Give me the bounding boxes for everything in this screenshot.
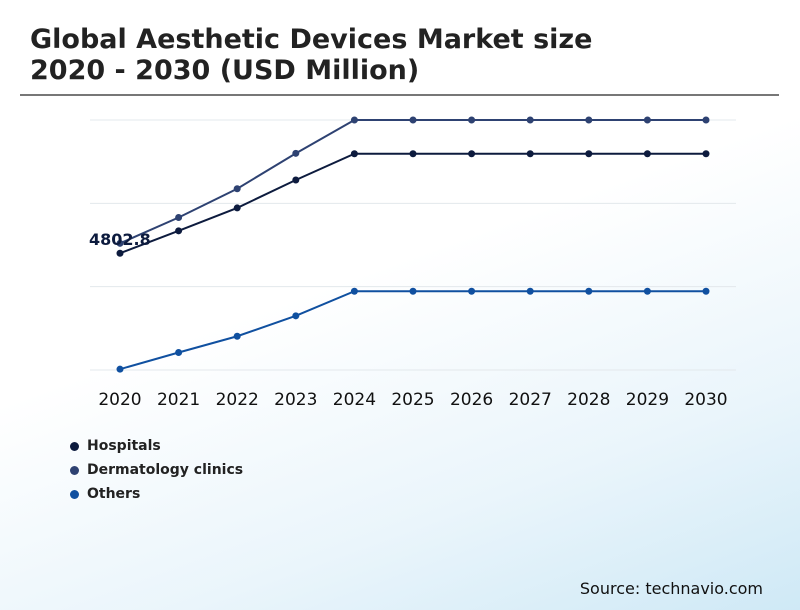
legend: Hospitals Dermatology clinics Others xyxy=(70,434,243,506)
data-point-others-2027 xyxy=(526,287,534,295)
data-point-dermatology-clinics-2028 xyxy=(585,116,593,124)
x-tick-label-2020: 2020 xyxy=(98,390,141,410)
data-point-hospitals-2023 xyxy=(292,176,300,184)
data-point-hospitals-2020 xyxy=(116,249,124,257)
legend-dot-hospitals xyxy=(70,441,79,451)
data-label-0: 4802.8 xyxy=(89,230,151,249)
title-line-1: Global Aesthetic Devices Market size xyxy=(30,24,593,55)
x-tick-label-2027: 2027 xyxy=(509,390,552,410)
legend-label-others: Others xyxy=(87,486,141,502)
data-point-hospitals-2021 xyxy=(175,227,183,235)
data-point-dermatology-clinics-2026 xyxy=(468,116,476,124)
data-point-hospitals-2028 xyxy=(585,150,593,158)
data-point-hospitals-2030 xyxy=(702,150,710,158)
data-point-hospitals-2022 xyxy=(233,204,241,212)
x-tick-label-2021: 2021 xyxy=(157,390,200,410)
data-point-dermatology-clinics-2023 xyxy=(292,149,300,157)
data-point-others-2024 xyxy=(350,287,358,295)
data-point-others-2030 xyxy=(702,287,710,295)
data-point-others-2022 xyxy=(233,332,241,340)
legend-item-dermatology-clinics: Dermatology clinics xyxy=(70,458,243,482)
data-point-hospitals-2025 xyxy=(409,150,417,158)
chart-title: Global Aesthetic Devices Market size 202… xyxy=(30,24,592,86)
source-credit: Source: technavio.com xyxy=(579,579,763,598)
data-point-dermatology-clinics-2027 xyxy=(526,116,534,124)
legend-label-dermatology-clinics: Dermatology clinics xyxy=(87,462,244,478)
legend-dot-dermatology-clinics xyxy=(70,465,79,475)
data-point-others-2023 xyxy=(292,312,300,320)
series-line-dermatology-clinics xyxy=(119,119,706,245)
data-point-others-2020 xyxy=(116,365,124,373)
x-tick-label-2023: 2023 xyxy=(274,390,317,410)
data-point-dermatology-clinics-2029 xyxy=(643,116,651,124)
data-point-hospitals-2027 xyxy=(526,150,534,158)
title-divider xyxy=(20,94,779,96)
x-tick-label-2025: 2025 xyxy=(391,390,434,410)
x-tick-label-2028: 2028 xyxy=(567,390,610,410)
data-point-others-2025 xyxy=(409,287,417,295)
data-point-hospitals-2029 xyxy=(643,150,651,158)
data-point-dermatology-clinics-2025 xyxy=(409,116,417,124)
data-point-dermatology-clinics-2020 xyxy=(116,239,124,247)
title-line-2: 2020 - 2030 (USD Million) xyxy=(30,55,420,86)
data-point-dermatology-clinics-2030 xyxy=(702,116,710,124)
x-tick-label-2029: 2029 xyxy=(626,390,669,410)
data-point-dermatology-clinics-2021 xyxy=(175,214,183,221)
data-point-hospitals-2024 xyxy=(350,150,358,158)
x-tick-label-2026: 2026 xyxy=(450,390,493,410)
legend-item-others: Others xyxy=(70,482,243,506)
data-point-dermatology-clinics-2024 xyxy=(350,116,358,124)
data-point-others-2028 xyxy=(585,287,593,295)
x-tick-label-2022: 2022 xyxy=(216,390,259,410)
data-point-others-2029 xyxy=(643,287,651,295)
series-line-others xyxy=(119,290,706,371)
x-tick-label-2030: 2030 xyxy=(684,390,727,410)
data-point-hospitals-2026 xyxy=(468,150,476,158)
data-point-others-2021 xyxy=(175,349,183,356)
legend-item-hospitals: Hospitals xyxy=(70,434,243,458)
data-point-others-2026 xyxy=(468,287,476,295)
legend-label-hospitals: Hospitals xyxy=(87,438,161,454)
legend-dot-others xyxy=(70,489,79,499)
x-tick-label-2024: 2024 xyxy=(333,390,376,410)
data-point-dermatology-clinics-2022 xyxy=(233,185,241,193)
